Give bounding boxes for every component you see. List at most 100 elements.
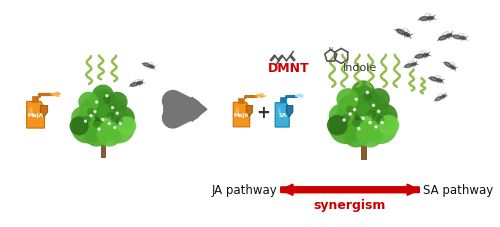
Circle shape: [453, 68, 455, 70]
Circle shape: [362, 117, 364, 120]
Circle shape: [363, 93, 372, 101]
Circle shape: [88, 90, 118, 118]
Polygon shape: [430, 78, 438, 81]
Circle shape: [71, 106, 95, 130]
Circle shape: [116, 112, 118, 115]
Circle shape: [464, 38, 466, 40]
Circle shape: [152, 67, 154, 69]
Circle shape: [342, 121, 370, 148]
Text: DMNT: DMNT: [268, 61, 309, 74]
Text: +: +: [256, 104, 270, 121]
Circle shape: [71, 112, 103, 144]
Circle shape: [444, 95, 446, 97]
Polygon shape: [453, 36, 461, 39]
Circle shape: [342, 114, 350, 123]
Text: Indole: Indole: [343, 63, 378, 73]
Circle shape: [70, 117, 88, 136]
Circle shape: [426, 54, 428, 57]
Circle shape: [92, 120, 100, 128]
Polygon shape: [444, 63, 452, 68]
Polygon shape: [436, 79, 440, 82]
Ellipse shape: [30, 107, 33, 114]
Circle shape: [87, 108, 95, 116]
Circle shape: [119, 123, 122, 125]
Polygon shape: [238, 99, 244, 103]
Circle shape: [378, 115, 400, 136]
Circle shape: [374, 126, 378, 129]
Polygon shape: [412, 64, 415, 67]
Polygon shape: [149, 66, 152, 68]
Circle shape: [368, 110, 376, 119]
Circle shape: [118, 117, 137, 136]
Circle shape: [83, 116, 91, 124]
Bar: [100, 137, 105, 157]
Circle shape: [80, 98, 125, 142]
Circle shape: [372, 104, 398, 130]
Circle shape: [366, 91, 369, 94]
Polygon shape: [460, 37, 464, 40]
Circle shape: [342, 119, 345, 122]
Circle shape: [352, 119, 360, 127]
Circle shape: [407, 35, 410, 37]
Polygon shape: [137, 82, 141, 85]
Circle shape: [114, 126, 116, 129]
Circle shape: [380, 121, 384, 125]
Polygon shape: [40, 106, 48, 117]
Circle shape: [107, 112, 115, 120]
Polygon shape: [439, 36, 447, 41]
Circle shape: [98, 128, 100, 131]
Circle shape: [336, 89, 359, 111]
Polygon shape: [143, 64, 150, 67]
Circle shape: [346, 106, 354, 114]
Polygon shape: [233, 103, 250, 127]
Circle shape: [328, 104, 354, 130]
Bar: [360, 138, 366, 159]
Circle shape: [84, 120, 87, 123]
Circle shape: [348, 113, 352, 116]
Circle shape: [431, 17, 434, 20]
Circle shape: [414, 64, 416, 66]
Circle shape: [368, 121, 372, 125]
Circle shape: [103, 112, 135, 144]
Polygon shape: [423, 54, 427, 57]
Polygon shape: [420, 18, 428, 21]
Text: MeJA: MeJA: [28, 113, 44, 118]
Polygon shape: [441, 96, 444, 99]
Circle shape: [90, 115, 92, 118]
Circle shape: [363, 110, 398, 144]
Circle shape: [376, 116, 384, 125]
Text: JA pathway: JA pathway: [212, 183, 277, 196]
Polygon shape: [436, 97, 442, 101]
Polygon shape: [404, 33, 408, 37]
Circle shape: [353, 109, 356, 112]
Circle shape: [339, 95, 387, 143]
Circle shape: [102, 118, 104, 121]
Circle shape: [78, 92, 99, 113]
Circle shape: [440, 80, 442, 83]
Circle shape: [377, 110, 380, 114]
Circle shape: [338, 95, 368, 126]
Text: MeJA: MeJA: [234, 113, 249, 118]
Polygon shape: [416, 55, 424, 59]
Circle shape: [96, 122, 122, 147]
Circle shape: [328, 110, 363, 144]
Polygon shape: [130, 83, 138, 87]
Circle shape: [103, 96, 111, 104]
Circle shape: [351, 81, 375, 105]
Polygon shape: [26, 102, 44, 128]
Polygon shape: [280, 98, 285, 103]
Circle shape: [95, 101, 98, 104]
Polygon shape: [32, 97, 38, 102]
Circle shape: [84, 122, 110, 147]
Circle shape: [79, 98, 108, 126]
Polygon shape: [446, 35, 450, 38]
Circle shape: [449, 35, 452, 37]
Circle shape: [348, 86, 378, 117]
Circle shape: [108, 123, 110, 125]
Circle shape: [354, 98, 358, 101]
Circle shape: [368, 89, 390, 111]
FancyArrow shape: [281, 184, 419, 195]
Circle shape: [98, 98, 127, 126]
Circle shape: [358, 128, 360, 131]
Circle shape: [111, 106, 135, 130]
